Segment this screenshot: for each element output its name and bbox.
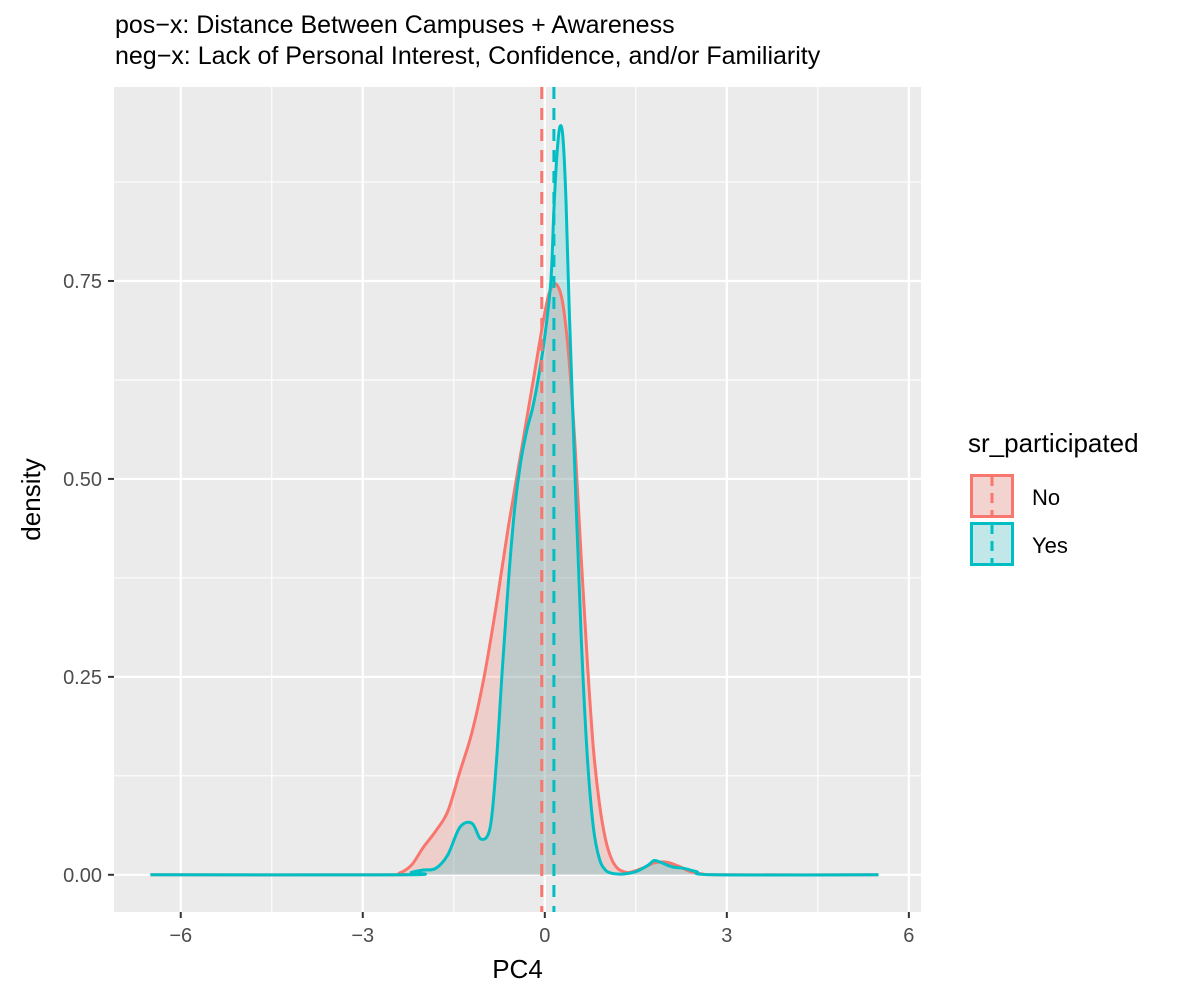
density-area-no <box>150 283 879 875</box>
density-area-yes <box>150 125 879 876</box>
x-tick-label: 3 <box>721 925 732 947</box>
mean-lines <box>540 87 556 912</box>
x-tick-label: −3 <box>351 925 374 947</box>
density-line-yes <box>150 124 879 877</box>
legend: sr_participated No Yes <box>968 428 1139 566</box>
x-axis-title: PC4 <box>492 954 543 984</box>
x-axis: −6 −3 0 3 6 <box>169 912 914 947</box>
x-tick-label: −6 <box>169 925 192 947</box>
x-tick-label: 6 <box>903 925 914 947</box>
y-axis: 0.00 0.25 0.50 0.75 <box>63 271 114 887</box>
chart-title: pos−x: Distance Between Campuses + Aware… <box>115 11 675 39</box>
y-tick-label: 0.25 <box>63 667 102 689</box>
y-tick-label: 0.50 <box>63 469 102 491</box>
legend-label-yes: Yes <box>1032 533 1068 558</box>
x-tick-label: 0 <box>539 925 550 947</box>
y-tick-label: 0.00 <box>63 865 102 887</box>
y-tick-label: 0.75 <box>63 271 102 293</box>
grid-minor <box>114 87 921 912</box>
grid-major <box>114 87 921 912</box>
chart-subtitle: neg−x: Lack of Personal Interest, Confid… <box>115 42 821 70</box>
plot-panel <box>114 87 921 912</box>
density-areas <box>150 125 879 876</box>
y-axis-title: density <box>16 458 46 540</box>
legend-title: sr_participated <box>968 428 1139 458</box>
density-line-no <box>150 282 879 877</box>
density-lines <box>150 124 879 877</box>
legend-label-no: No <box>1032 485 1060 510</box>
